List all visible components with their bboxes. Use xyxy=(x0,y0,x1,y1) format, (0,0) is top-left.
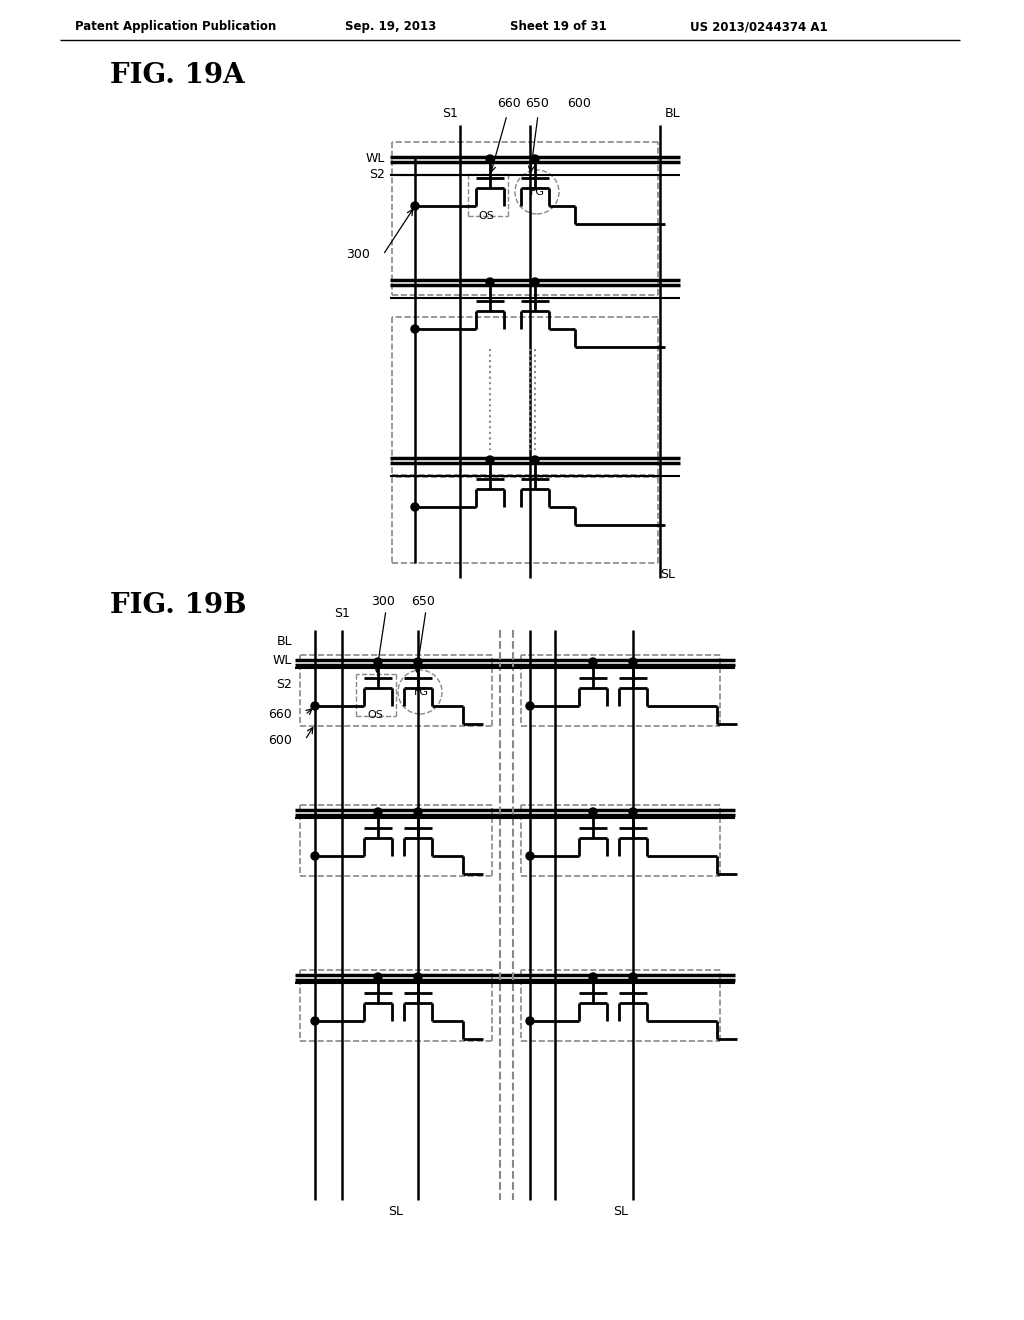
Text: 300: 300 xyxy=(346,248,370,261)
Circle shape xyxy=(311,851,319,861)
Circle shape xyxy=(411,202,419,210)
Text: FIG. 19B: FIG. 19B xyxy=(110,591,247,619)
Circle shape xyxy=(486,279,494,286)
Circle shape xyxy=(589,973,597,981)
Circle shape xyxy=(414,657,422,667)
Circle shape xyxy=(486,154,494,162)
Circle shape xyxy=(629,973,637,981)
Text: BL: BL xyxy=(276,635,292,648)
Text: S2: S2 xyxy=(369,169,385,181)
Text: OS: OS xyxy=(478,211,494,220)
Circle shape xyxy=(531,279,539,286)
Text: WL: WL xyxy=(272,653,292,667)
Circle shape xyxy=(374,973,382,981)
Text: FIG. 19A: FIG. 19A xyxy=(110,62,245,88)
Text: SL: SL xyxy=(613,1205,628,1218)
Text: FG: FG xyxy=(414,686,428,697)
Circle shape xyxy=(411,325,419,333)
Circle shape xyxy=(411,503,419,511)
Text: 300: 300 xyxy=(371,595,395,609)
Circle shape xyxy=(311,1016,319,1026)
Text: S1: S1 xyxy=(442,107,458,120)
Text: S2: S2 xyxy=(276,678,292,692)
Text: Sep. 19, 2013: Sep. 19, 2013 xyxy=(345,20,436,33)
Text: SL: SL xyxy=(388,1205,403,1218)
Circle shape xyxy=(374,808,382,816)
Circle shape xyxy=(526,702,534,710)
Text: 650: 650 xyxy=(525,96,549,110)
Circle shape xyxy=(531,154,539,162)
Text: 650: 650 xyxy=(411,595,435,609)
Circle shape xyxy=(486,455,494,465)
Text: 660: 660 xyxy=(268,709,292,722)
Circle shape xyxy=(414,808,422,816)
Text: 660: 660 xyxy=(497,96,521,110)
Text: US 2013/0244374 A1: US 2013/0244374 A1 xyxy=(690,20,827,33)
Circle shape xyxy=(311,702,319,710)
Text: WL: WL xyxy=(366,153,385,165)
Circle shape xyxy=(414,973,422,981)
Circle shape xyxy=(589,808,597,816)
Circle shape xyxy=(589,657,597,667)
Text: 600: 600 xyxy=(268,734,292,747)
Text: Sheet 19 of 31: Sheet 19 of 31 xyxy=(510,20,607,33)
Circle shape xyxy=(374,657,382,667)
Circle shape xyxy=(531,455,539,465)
Text: FG: FG xyxy=(529,187,545,197)
Text: OS: OS xyxy=(367,710,383,719)
Text: BL: BL xyxy=(665,107,681,120)
Text: S1: S1 xyxy=(334,607,350,620)
Text: 600: 600 xyxy=(567,96,591,110)
Circle shape xyxy=(526,851,534,861)
Text: SL: SL xyxy=(660,568,675,581)
Circle shape xyxy=(629,808,637,816)
Circle shape xyxy=(526,1016,534,1026)
Circle shape xyxy=(629,657,637,667)
Text: Patent Application Publication: Patent Application Publication xyxy=(75,20,276,33)
